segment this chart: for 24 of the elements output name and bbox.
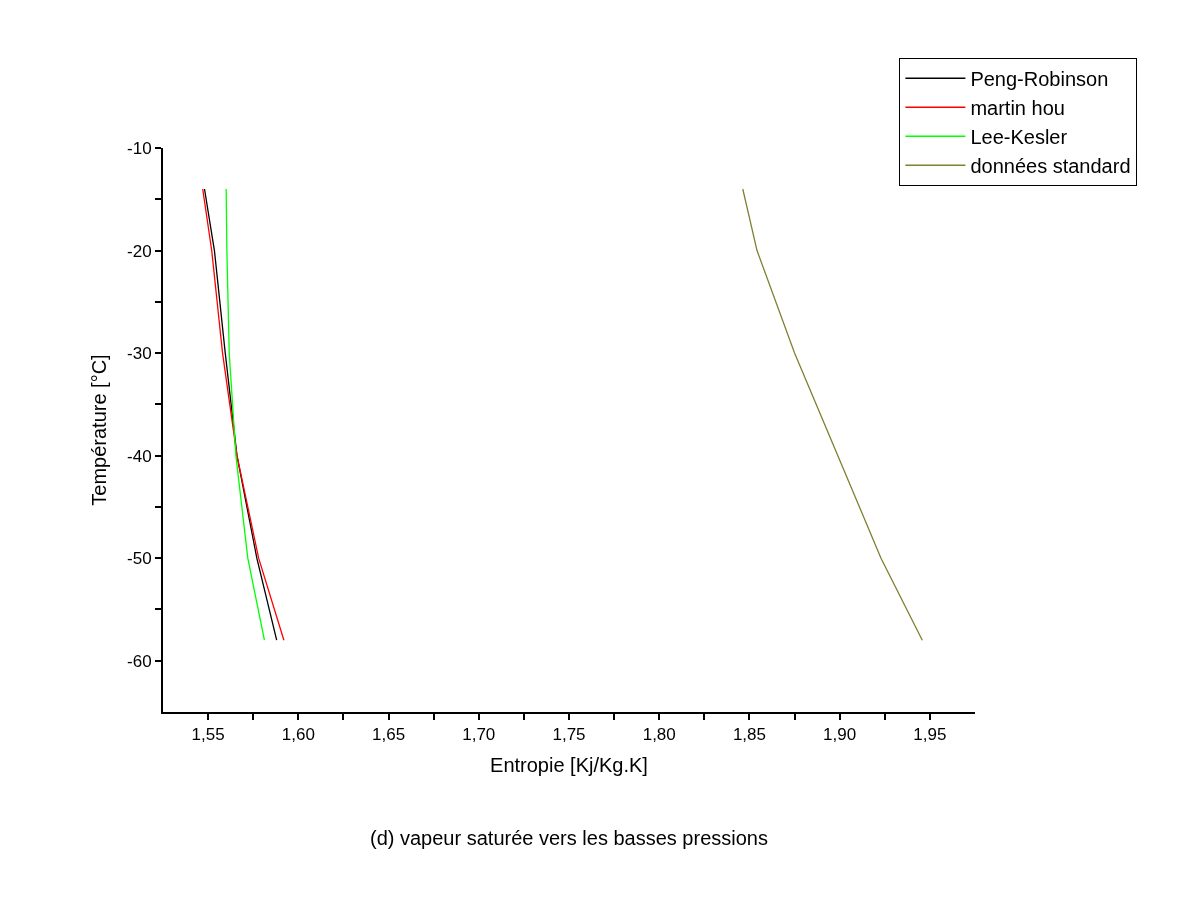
x-tick-label: 1,55	[191, 725, 225, 745]
y-tick-label: -10	[127, 138, 152, 158]
line-series	[225, 188, 266, 641]
x-tick-label: 1,70	[462, 725, 496, 745]
legend-label: Lee-Kesler	[970, 126, 1068, 149]
y-tick-label: -30	[127, 344, 152, 364]
line-series	[742, 188, 923, 641]
y-tick-label: -20	[127, 241, 152, 261]
x-tick-label: 1,95	[913, 725, 947, 745]
x-tick-label: 1,80	[642, 725, 676, 745]
y-tick-label: -60	[127, 651, 152, 671]
x-axis-title: Entropie [Kj/Kg.K]	[490, 754, 648, 777]
legend-label: Peng-Robinson	[970, 68, 1109, 91]
legend-label: données standard	[970, 155, 1131, 178]
x-tick-label: 1,75	[552, 725, 586, 745]
x-tick-label: 1,85	[732, 725, 766, 745]
legend-label: martin hou	[970, 97, 1065, 120]
x-tick-label: 1,65	[372, 725, 406, 745]
y-axis-title: Température [°C]	[88, 354, 111, 506]
x-tick-label: 1,90	[823, 725, 857, 745]
y-tick-label: -50	[127, 549, 152, 569]
text: (d) vapeur saturée vers les basses pressions	[370, 827, 768, 849]
x-tick-label: 1,60	[281, 725, 315, 745]
y-tick-label: -40	[127, 446, 152, 466]
